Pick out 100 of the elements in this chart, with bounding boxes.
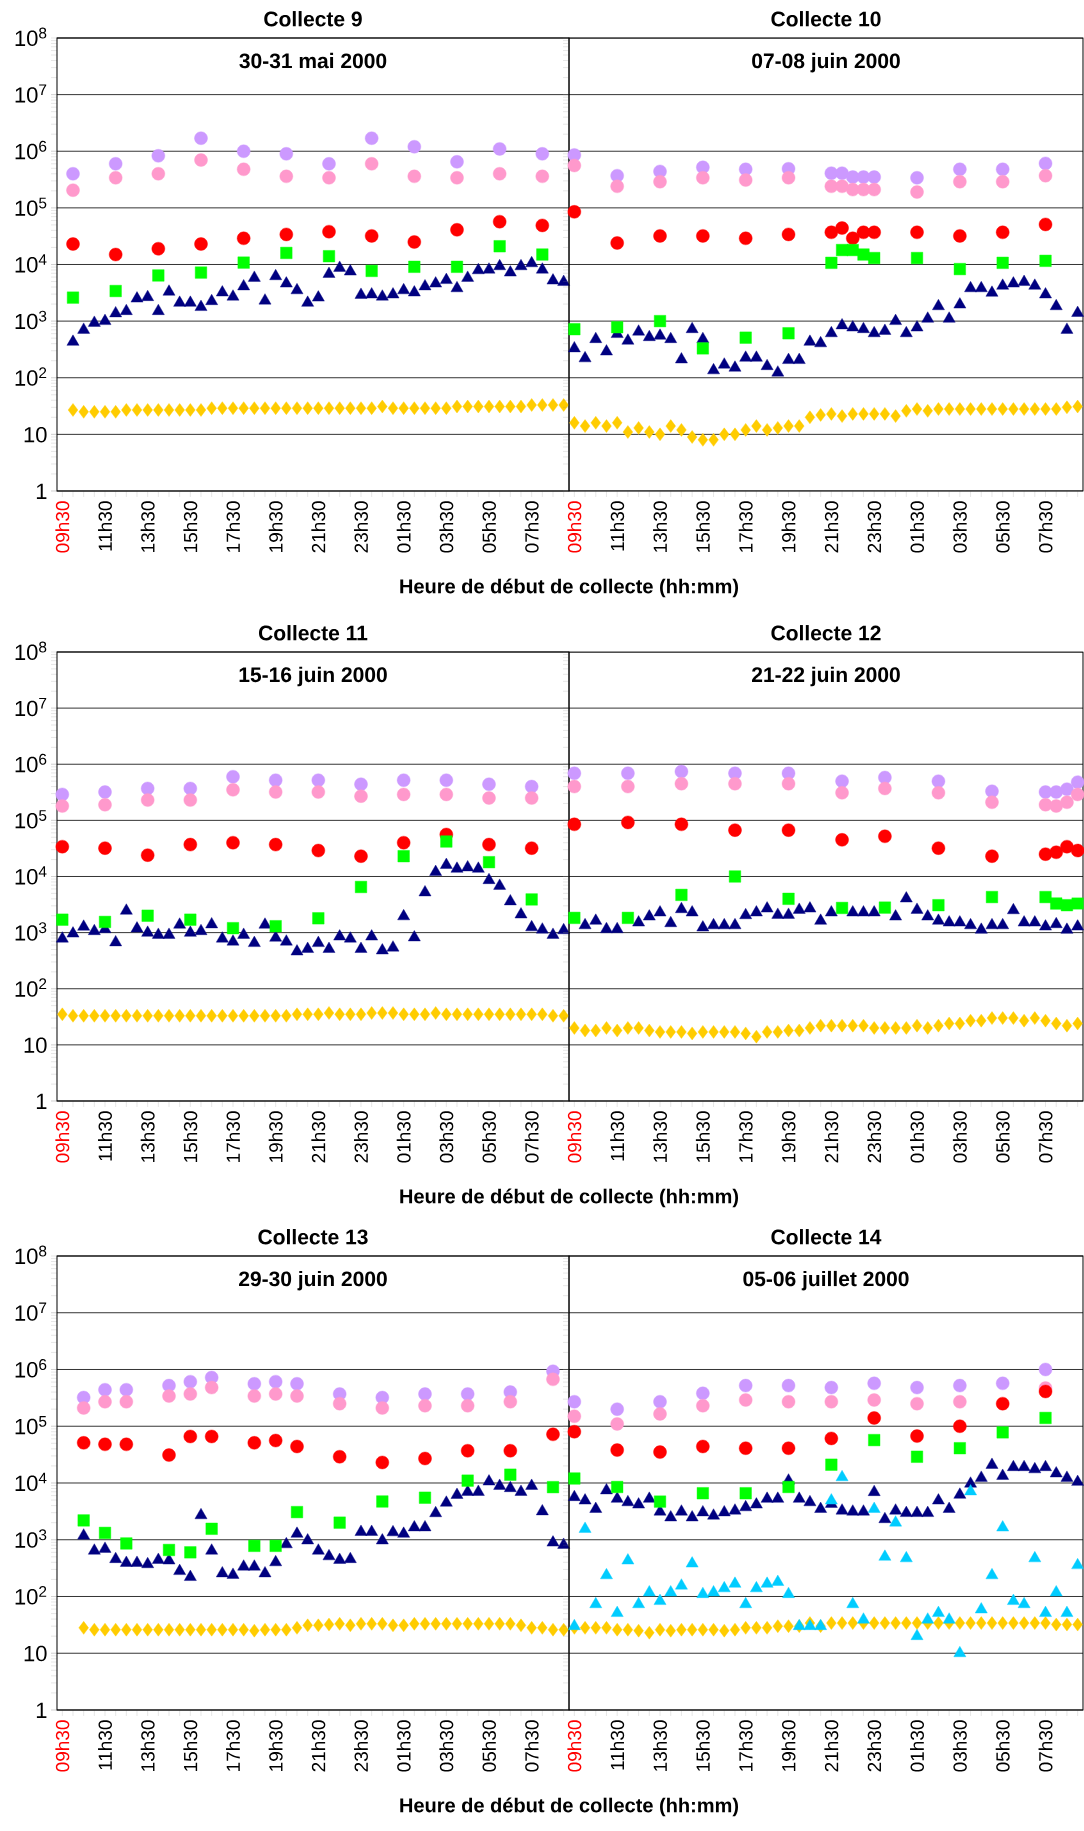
text: 21-22 juin 2000: [752, 666, 900, 687]
x-tick-label: 05h30: [995, 501, 1010, 553]
x-tick-label: 19h30: [781, 1111, 796, 1162]
x-tick-label: 21h30: [824, 501, 839, 553]
x-tick-label: 05h30: [482, 501, 496, 553]
x-tick-label: 23h30: [867, 501, 882, 553]
text: 05-06 juillet 2000: [743, 1270, 909, 1291]
x-tick-label: 13h30: [653, 1720, 667, 1771]
y-tick-label: 10$^{2}$: [15, 367, 47, 386]
x-tick-label: 09h30: [55, 501, 70, 553]
x-tick-label: 01h30: [396, 501, 411, 553]
x-tick-label: 21h30: [824, 1720, 839, 1772]
y-tick-label: 1: [36, 1093, 47, 1109]
x-tick-label: 09h30: [567, 1720, 582, 1772]
x-tick-label: 15h30: [695, 1111, 710, 1162]
x-tick-label: 19h30: [781, 1720, 796, 1771]
x-tick-label: 19h30: [268, 501, 283, 552]
text: 07-08 juin 2000: [752, 52, 900, 73]
x-tick-label: 07h30: [524, 501, 539, 553]
text: 15-16 juin 2000: [239, 666, 387, 687]
x-tick-label: 15h30: [183, 501, 198, 552]
x-tick-label: 07h30: [524, 1111, 539, 1163]
x-tick-label: 23h30: [354, 1111, 368, 1163]
x-axis-title: Heure de début de collecte (hh:mm): [400, 578, 739, 598]
x-tick-label: 11h30: [98, 1720, 112, 1770]
x-tick-label: 03h30: [439, 501, 454, 553]
y-tick-label: 10$^{7}$: [15, 697, 47, 717]
x-tick-label: 03h30: [439, 1720, 454, 1772]
x-tick-label: 17h30: [226, 1111, 240, 1162]
x-tick-label: 15h30: [695, 1720, 710, 1771]
x-tick-label: 05h30: [995, 1720, 1010, 1772]
y-tick-label: 10: [24, 1037, 47, 1053]
x-tick-label: 15h30: [183, 1720, 198, 1771]
chart-title: Collecte 9: [264, 11, 362, 27]
x-tick-label: 21h30: [311, 1111, 326, 1163]
x-tick-label: 21h30: [824, 1111, 839, 1163]
x-tick-label: 17h30: [738, 1111, 753, 1162]
x-tick-label: 11h30: [610, 1111, 625, 1161]
x-tick-label: 05h30: [482, 1720, 496, 1772]
x-tick-label: 11h30: [610, 1720, 625, 1770]
x-tick-label: 23h30: [867, 1720, 882, 1772]
x-tick-label: 17h30: [738, 1720, 753, 1771]
y-tick-label: 10$^{6}$: [15, 1359, 47, 1378]
x-tick-label: 09h30: [567, 501, 582, 553]
x-tick-label: 17h30: [226, 1720, 240, 1771]
x-tick-label: 07h30: [1038, 1111, 1053, 1163]
y-tick-label: 10: [24, 426, 47, 443]
x-tick-label: 01h30: [910, 501, 924, 553]
x-tick-label: 11h30: [98, 1111, 112, 1161]
x-tick-label: 13h30: [140, 1111, 155, 1162]
x-tick-label: 01h30: [396, 1111, 411, 1163]
x-tick-label: 19h30: [781, 501, 796, 552]
x-tick-label: 17h30: [738, 501, 753, 552]
y-tick-label: 10$^{4}$: [15, 866, 47, 885]
y-tick-label: 1: [36, 483, 47, 499]
x-axis-title: Heure de début de collecte (hh:mm): [400, 1797, 739, 1817]
x-tick-label: 03h30: [952, 1111, 967, 1163]
x-tick-label: 19h30: [268, 1111, 283, 1162]
y-tick-label: 1: [36, 1702, 47, 1718]
y-tick-label: 10$^{5}$: [15, 810, 47, 829]
y-tick-label: 10$^{6}$: [15, 140, 47, 160]
x-tick-label: 05h30: [482, 1111, 496, 1163]
y-tick-label: 10$^{8}$: [15, 27, 47, 47]
x-tick-label: 13h30: [140, 501, 155, 552]
y-tick-label: 10$^{3}$: [15, 1529, 47, 1548]
y-tick-label: 10$^{5}$: [15, 1416, 47, 1435]
chart-title: Collecte 14: [771, 1229, 882, 1245]
x-tick-label: 23h30: [354, 1720, 368, 1772]
x-tick-label: 01h30: [910, 1720, 924, 1772]
y-tick-label: 10$^{4}$: [15, 1472, 47, 1492]
y-tick-label: 10$^{3}$: [15, 310, 47, 330]
x-tick-label: 07h30: [524, 1720, 539, 1772]
x-tick-label: 23h30: [354, 501, 368, 553]
x-tick-label: 21h30: [311, 501, 326, 553]
chart-title: Collecte 10: [771, 11, 881, 27]
y-tick-label: 10$^{6}$: [15, 753, 47, 773]
y-tick-label: 10$^{7}$: [15, 84, 47, 103]
x-tick-label: 23h30: [867, 1111, 882, 1163]
x-tick-label: 03h30: [439, 1111, 454, 1163]
y-tick-label: 10$^{8}$: [15, 1245, 47, 1265]
x-tick-label: 09h30: [567, 1111, 582, 1163]
x-tick-label: 11h30: [610, 501, 625, 551]
y-tick-label: 10$^{2}$: [15, 1586, 47, 1605]
text: 29-30 juin 2000: [239, 1270, 387, 1291]
x-axis-title: Heure de début de collecte (hh:mm): [400, 1188, 739, 1208]
x-tick-label: 17h30: [226, 501, 240, 552]
x-tick-label: 01h30: [396, 1720, 411, 1772]
y-tick-label: 10$^{5}$: [15, 197, 47, 216]
y-tick-label: 10: [24, 1645, 47, 1662]
chart-title: Collecte 12: [771, 625, 881, 641]
y-tick-label: 10$^{8}$: [15, 641, 47, 661]
x-tick-label: 03h30: [952, 1720, 967, 1772]
x-tick-label: 01h30: [910, 1111, 924, 1163]
x-tick-label: 09h30: [55, 1720, 70, 1772]
y-tick-label: 10$^{7}$: [15, 1302, 47, 1321]
x-tick-label: 13h30: [653, 501, 667, 552]
chart-title: Collecte 11: [259, 625, 368, 641]
x-tick-label: 09h30: [55, 1111, 70, 1163]
x-tick-label: 13h30: [140, 1720, 155, 1771]
x-tick-label: 15h30: [695, 501, 710, 552]
